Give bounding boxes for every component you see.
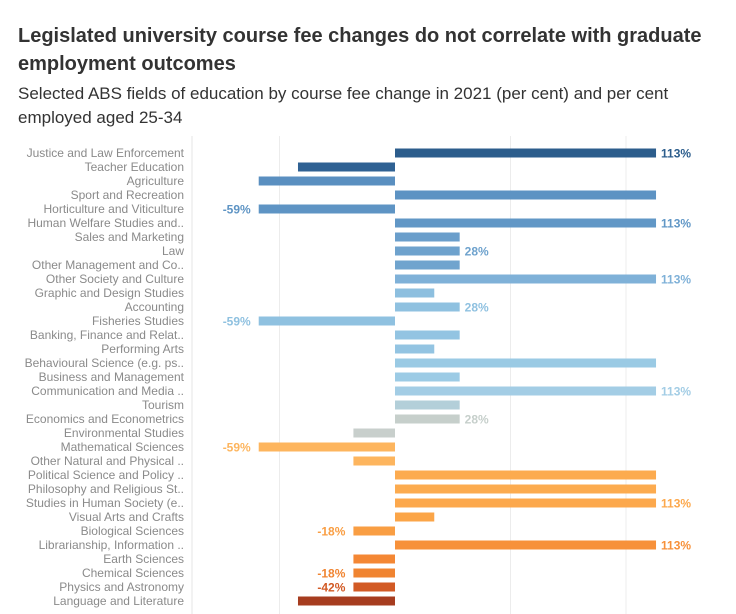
data-label: 113% (661, 385, 691, 399)
bar (395, 330, 460, 340)
category-label: Other Management and Co.. (32, 258, 184, 272)
category-label: Fisheries Studies (92, 314, 184, 328)
bar (395, 344, 435, 354)
data-label: 113% (661, 497, 691, 511)
category-label: Business and Management (39, 370, 185, 384)
bar (395, 372, 460, 382)
bar (297, 596, 395, 606)
data-label: 28% (465, 413, 489, 427)
bar (353, 456, 395, 466)
category-label: Accounting (125, 300, 184, 314)
category-label: Sales and Marketing (75, 230, 184, 244)
data-label: 113% (661, 217, 691, 231)
category-label: Graphic and Design Studies (35, 286, 184, 300)
bar (395, 484, 657, 494)
bar (395, 148, 657, 158)
bar (353, 526, 395, 536)
bar (395, 246, 460, 256)
bar (395, 190, 657, 200)
category-label: Economics and Econometrics (26, 412, 184, 426)
bar (395, 386, 657, 396)
bar (395, 414, 460, 424)
bar (395, 540, 657, 550)
data-label: 28% (465, 301, 489, 315)
data-label: -59% (223, 203, 251, 217)
data-label: -42% (317, 581, 345, 595)
bar (353, 554, 395, 564)
bar (395, 302, 460, 312)
category-label: Physics and Astronomy (59, 580, 184, 594)
chart-title: Legislated university course fee changes… (18, 25, 702, 75)
bar (395, 260, 460, 270)
data-label: -59% (223, 441, 251, 455)
category-label: Teacher Education (85, 160, 184, 174)
category-label: Political Science and Policy .. (28, 468, 184, 482)
data-label: -18% (317, 525, 345, 539)
bar (395, 232, 460, 242)
bar (353, 428, 395, 438)
category-label: Agriculture (127, 174, 185, 188)
category-label: Horticulture and Viticulture (43, 202, 184, 216)
bar (258, 316, 395, 326)
bar (258, 176, 395, 186)
bar (395, 498, 657, 508)
chart-subtitle: Selected ABS fields of education by cour… (18, 84, 669, 127)
bar (258, 442, 395, 452)
category-label: Studies in Human Society (e.. (26, 496, 184, 510)
category-label: Justice and Law Enforcement (27, 146, 185, 160)
category-label: Behavioural Science (e.g. ps.. (25, 356, 184, 370)
bar (395, 218, 657, 228)
bar-chart: Justice and Law Enforcement 113% Teacher E… (25, 136, 691, 614)
data-label: -18% (317, 567, 345, 581)
category-label: Earth Sciences (103, 552, 184, 566)
category-label: Law (162, 244, 184, 258)
category-label: Chemical Sciences (82, 566, 184, 580)
category-label: Tourism (142, 398, 184, 412)
category-label: Biological Sciences (81, 524, 184, 538)
bar (395, 400, 460, 410)
bar (297, 162, 395, 172)
category-label: Other Natural and Physical .. (31, 454, 184, 468)
category-label: Performing Arts (101, 342, 184, 356)
data-label: -59% (223, 315, 251, 329)
bar (353, 582, 395, 592)
bar (395, 274, 657, 284)
category-label: Communication and Media .. (31, 384, 184, 398)
category-label: Librarianship, Information .. (39, 538, 184, 552)
data-label: 113% (661, 539, 691, 553)
chart-header: Legislated university course fee changes… (0, 0, 736, 136)
category-label: Human Welfare Studies and.. (27, 216, 184, 230)
category-label: Sport and Recreation (71, 188, 184, 202)
bar (395, 358, 657, 368)
bar (395, 512, 435, 522)
bar (353, 568, 395, 578)
category-label: Mathematical Sciences (61, 440, 184, 454)
category-label: Other Society and Culture (46, 272, 184, 286)
data-label: 113% (661, 273, 691, 287)
category-label: Banking, Finance and Relat.. (30, 328, 184, 342)
bar (395, 470, 657, 480)
category-label: Philosophy and Religious St.. (28, 482, 184, 496)
category-label: Language and Literature (53, 594, 184, 608)
bar (258, 204, 395, 214)
bar (395, 288, 435, 298)
data-label: 28% (465, 245, 489, 259)
category-label: Environmental Studies (64, 426, 184, 440)
data-label: 113% (661, 147, 691, 161)
category-label: Visual Arts and Crafts (69, 510, 184, 524)
